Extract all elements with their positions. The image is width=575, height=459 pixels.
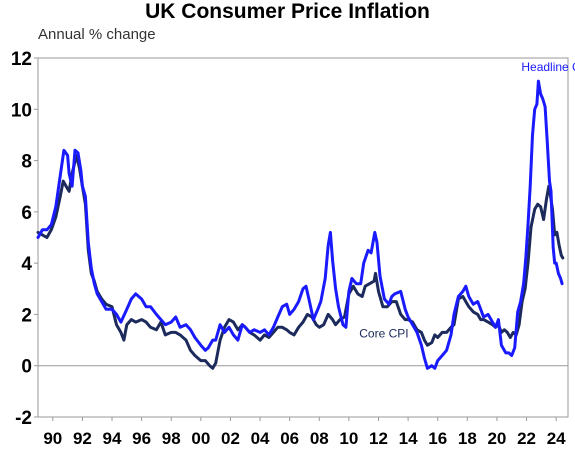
x-tick-label: 04: [251, 429, 270, 448]
x-tick-label: 18: [458, 429, 477, 448]
y-tick-label: 2: [21, 305, 32, 326]
y-tick-label: -2: [15, 408, 32, 429]
y-tick-label: 12: [11, 49, 32, 70]
x-tick-label: 16: [428, 429, 447, 448]
x-tick-label: 08: [310, 429, 329, 448]
y-tick-label: 0: [21, 357, 32, 378]
chart-title: UK Consumer Price Inflation: [145, 0, 430, 23]
series-label-headline-cpi: Headline CPI: [521, 60, 575, 74]
x-tick-label: 22: [517, 429, 536, 448]
x-tick-label: 20: [487, 429, 506, 448]
x-tick-label: 02: [221, 429, 240, 448]
y-tick-label: 6: [21, 203, 32, 224]
x-tick-label: 24: [547, 429, 566, 448]
x-tick-label: 96: [132, 429, 151, 448]
series-line-headline-cpi: [36, 79, 564, 370]
y-tick-label: 8: [21, 152, 32, 173]
chart-subtitle: Annual % change: [38, 26, 156, 43]
series-line-core-cpi: [36, 153, 565, 370]
x-tick-label: 10: [339, 429, 358, 448]
plot-frame: [37, 57, 569, 418]
x-tick-label: 12: [369, 429, 388, 448]
y-tick-label: 10: [11, 100, 32, 121]
y-tick-label: 4: [21, 254, 32, 275]
series-label-core-cpi: Core CPI: [359, 327, 408, 341]
x-tick-label: 94: [103, 429, 122, 448]
x-tick-label: 00: [191, 429, 210, 448]
x-tick-label: 90: [43, 429, 62, 448]
x-tick-label: 92: [73, 429, 92, 448]
x-tick-label: 98: [162, 429, 181, 448]
x-tick-label: 06: [280, 429, 299, 448]
x-tick-label: 14: [399, 429, 418, 448]
